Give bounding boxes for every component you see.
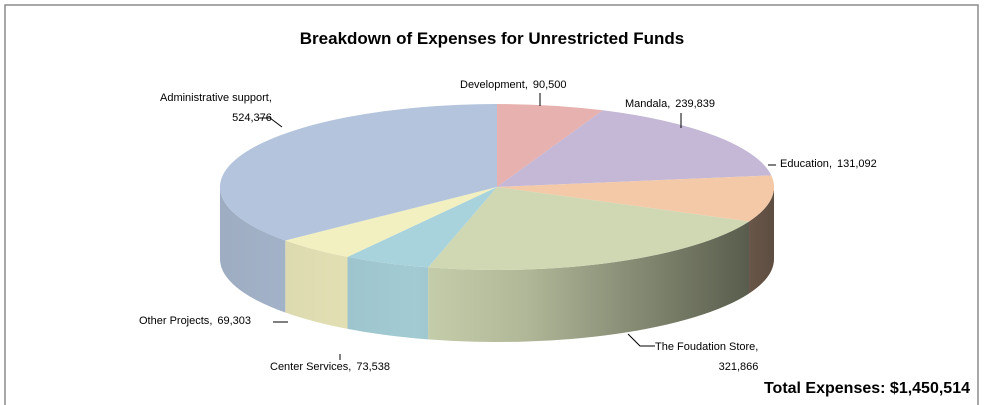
data-label: Development 90,500 [460,75,567,95]
value-label: 90,500 [532,79,567,91]
data-label: Center Services 73,538 [270,357,390,377]
value-label: 524,376 [232,112,272,124]
slice-side-shade [428,221,750,342]
category-label: Other Projects [139,315,212,327]
value-label: 69,303 [217,315,252,327]
leader-line [258,117,283,128]
chart-frame [4,4,979,405]
annotation: Total Expenses: $1,450,514 [763,380,970,397]
category-label: Mandala [625,98,670,110]
category-label: Development [460,79,528,91]
leader-lines [258,93,776,360]
data-label: Education 131,092 [780,154,877,174]
value-label: 73,538 [356,361,390,373]
pie-sides [220,187,774,342]
data-label: Mandala 239,839 [625,94,715,114]
slice [220,104,498,241]
pie-tops [220,104,774,270]
data-label: Administrative support 524,376 [160,88,272,128]
slice [497,175,774,222]
value-label: 131,092 [837,158,877,170]
slice [285,187,497,257]
slice-side-shade [285,240,348,329]
category-label: Administrative support [160,92,272,104]
slice [428,187,750,270]
category-label: Center Services [270,361,351,373]
chart-title: Breakdown of Expenses for Unrestricted F… [299,29,685,48]
value-label: 321,866 [718,361,759,373]
slice [347,187,497,268]
slice [497,104,603,187]
leader-line [627,333,655,347]
category-label: The Foudation Store [655,341,758,353]
value-label: 239,839 [675,98,716,110]
data-label: The Foudation Store 321,866 [655,337,758,377]
category-label: Education [780,158,832,170]
slice-side-shade [749,187,774,294]
slice-side-shade [220,187,286,313]
slice [497,110,772,187]
data-label: Other Projects 69,303 [139,311,251,331]
slice-side-shade [347,256,429,340]
